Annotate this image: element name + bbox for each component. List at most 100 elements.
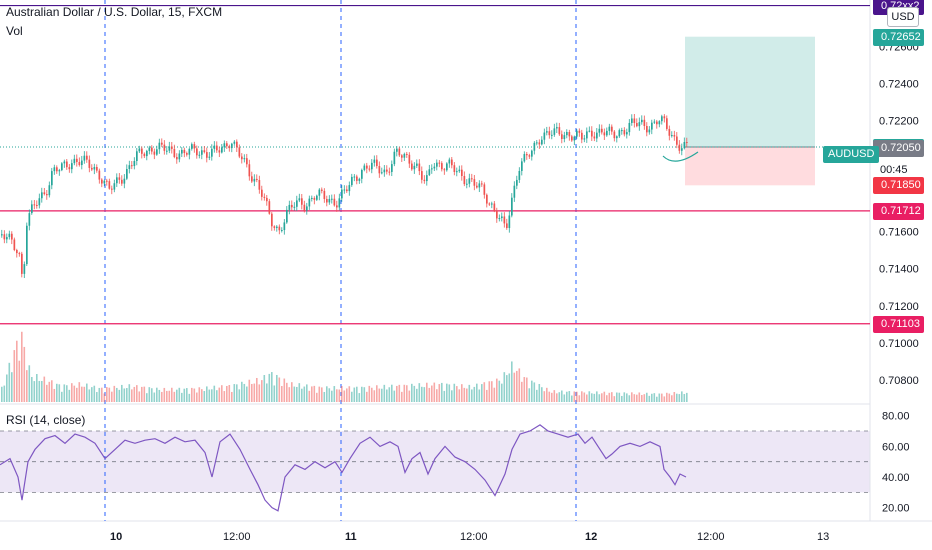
candle-body <box>473 179 476 186</box>
volume-bar <box>611 392 613 402</box>
candle-body <box>423 179 426 182</box>
candle-body <box>261 189 263 197</box>
candle-body <box>291 204 293 208</box>
candle-body <box>66 161 68 168</box>
volume-bar <box>361 386 363 402</box>
candle-body <box>348 185 351 192</box>
candle-body <box>483 184 486 195</box>
candle-body <box>626 132 628 135</box>
volume-bar <box>178 387 181 402</box>
candle-body <box>486 194 488 204</box>
candle-body <box>131 165 133 167</box>
volume-bar <box>613 396 616 402</box>
candle-body <box>421 171 423 180</box>
volume-bar <box>623 392 626 402</box>
price-tick-label: 0.71600 <box>879 227 919 239</box>
volume-bar <box>268 373 271 402</box>
volume-bar <box>63 384 66 402</box>
volume-bar <box>593 393 596 402</box>
candle-body <box>521 161 523 171</box>
candle-body <box>16 250 18 254</box>
volume-bar <box>113 385 116 402</box>
candle-body <box>338 198 341 208</box>
candle-body <box>646 126 648 133</box>
candle-body <box>296 200 298 207</box>
volume-bar <box>381 388 383 402</box>
volume-bar <box>658 393 661 402</box>
volume-bar <box>106 387 108 402</box>
candle-body <box>451 159 453 166</box>
volume-bar <box>296 386 298 402</box>
volume-bar <box>211 389 213 402</box>
candle-body <box>556 127 558 129</box>
candle-body <box>206 152 208 158</box>
volume-bar <box>158 389 161 402</box>
volume-bar <box>481 384 483 402</box>
candle-body <box>283 222 286 231</box>
volume-bar <box>513 372 516 402</box>
volume-bar <box>251 383 253 402</box>
volume-bar <box>643 394 646 402</box>
candle-body <box>306 206 308 211</box>
volume-bar <box>463 387 466 402</box>
candle-body <box>671 135 673 137</box>
volume-bar <box>188 393 191 402</box>
currency-button[interactable]: USD <box>887 7 919 27</box>
volume-bar <box>186 388 188 402</box>
volume-bar <box>328 388 331 402</box>
candle-body <box>36 205 38 207</box>
candle-body <box>356 176 358 181</box>
volume-bar <box>151 388 153 402</box>
candle-body <box>71 163 73 170</box>
volume-bar <box>263 375 266 402</box>
volume-bar <box>571 395 573 402</box>
volume-bar <box>341 386 343 402</box>
volume-bar <box>541 387 543 402</box>
candle-body <box>458 169 461 172</box>
candle-body <box>301 198 303 205</box>
volume-bar <box>436 389 438 402</box>
position-stop-zone <box>685 146 815 186</box>
candle-body <box>13 239 16 251</box>
volume-bar <box>93 385 96 402</box>
candle-body <box>196 148 198 156</box>
volume-bar <box>198 387 201 402</box>
candle-body <box>336 205 338 208</box>
volume-bar <box>3 385 6 402</box>
volume-bar <box>683 393 686 402</box>
candle-body <box>346 189 348 192</box>
candle-body <box>128 165 131 170</box>
candle-body <box>608 126 611 131</box>
price-tick-label: 0.70800 <box>879 375 919 387</box>
volume-bar <box>673 392 676 402</box>
volume-bar <box>583 392 586 402</box>
candle-body <box>391 164 393 172</box>
volume-bar <box>46 384 48 402</box>
candle-body <box>446 163 448 171</box>
volume-bar <box>161 391 163 402</box>
price-badge: 0.72652 <box>873 28 924 46</box>
volume-bar <box>203 391 206 402</box>
candle-body <box>511 197 513 216</box>
volume-bar <box>591 393 593 402</box>
candle-body <box>538 142 541 145</box>
candle-body <box>623 130 626 135</box>
volume-bar <box>28 365 31 402</box>
volume-bar <box>16 340 18 402</box>
candle-body <box>563 135 566 139</box>
candle-body <box>198 154 201 156</box>
volume-bar <box>236 384 238 402</box>
candle-body <box>51 171 53 186</box>
volume-bar <box>23 346 26 402</box>
candle-body <box>211 148 213 157</box>
volume-bar <box>218 387 221 402</box>
volume-bar <box>306 384 308 402</box>
candle-body <box>168 146 171 151</box>
candle-body <box>463 176 466 185</box>
volume-bar <box>83 386 86 402</box>
candle-body <box>411 163 413 170</box>
candle-body <box>161 142 163 145</box>
volume-bar <box>646 392 648 402</box>
candle-body <box>221 147 223 153</box>
